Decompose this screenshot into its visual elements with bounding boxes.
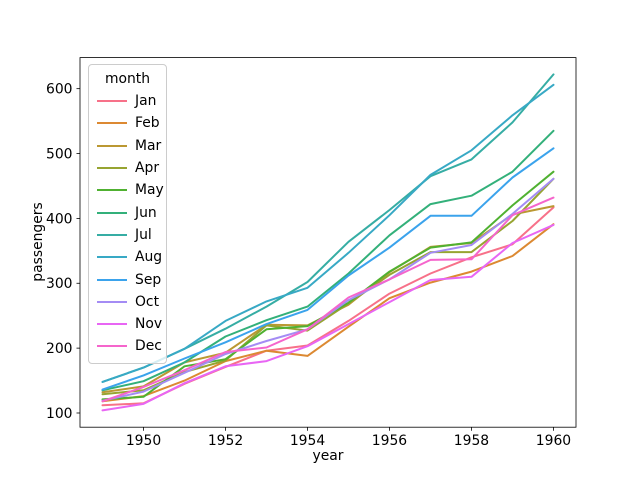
series-line-aug: [101, 83, 555, 383]
series-line-dec: [101, 196, 555, 403]
legend-item-feb: Feb: [89, 112, 166, 134]
legend-swatch-apr: [97, 167, 127, 170]
legend-item-aug: Aug: [89, 246, 166, 268]
legend-swatch-dec: [97, 345, 127, 348]
x-tick-label: 1952: [208, 433, 243, 449]
x-tick-label: 1950: [126, 433, 161, 449]
legend-label-oct: Oct: [135, 293, 160, 310]
legend-item-may: May: [89, 179, 166, 201]
x-tick-label: 1954: [290, 433, 326, 449]
legend-item-jan: Jan: [89, 90, 166, 112]
x-tick-label: 1956: [372, 433, 407, 449]
legend-swatch-mar: [97, 144, 127, 147]
series-line-nov: [101, 223, 555, 412]
legend-label-jul: Jul: [135, 226, 152, 243]
legend-swatch-aug: [97, 256, 127, 259]
axes-frame: [79, 57, 577, 428]
legend-swatch-nov: [97, 323, 127, 326]
y-axis-label: passengers: [30, 202, 46, 282]
legend-item-dec: Dec: [89, 335, 166, 357]
y-tick-label: 300: [46, 276, 73, 292]
y-tick-label: 400: [46, 211, 73, 227]
series-line-feb: [101, 223, 555, 403]
legend-title: month: [104, 71, 151, 87]
series-line-apr: [101, 177, 555, 396]
legend-swatch-jan: [97, 100, 127, 103]
legend-swatch-may: [97, 189, 127, 192]
y-tick-label: 100: [46, 406, 73, 422]
legend: month Jan Feb Mar Apr May Jun Jul Aug Sep Oct Nov D…: [88, 64, 167, 364]
legend-item-nov: Nov: [89, 313, 166, 335]
x-axis-label: year: [312, 448, 344, 464]
legend-label-nov: Nov: [135, 316, 163, 333]
series-line-sep: [101, 147, 555, 391]
legend-item-sep: Sep: [89, 268, 166, 290]
legend-item-oct: Oct: [89, 291, 166, 313]
legend-item-jul: Jul: [89, 224, 166, 246]
legend-item-jun: Jun: [89, 201, 166, 223]
legend-label-aug: Aug: [135, 249, 163, 266]
series-line-oct: [101, 177, 555, 402]
legend-item-apr: Apr: [89, 157, 166, 179]
legend-label-feb: Feb: [135, 115, 160, 132]
legend-swatch-feb: [97, 122, 127, 125]
legend-label-dec: Dec: [135, 338, 162, 355]
legend-label-apr: Apr: [135, 160, 160, 177]
legend-rows: Jan Feb Mar Apr May Jun Jul Aug Sep Oct Nov Dec: [89, 90, 166, 358]
legend-swatch-jul: [97, 233, 127, 236]
legend-item-mar: Mar: [89, 135, 166, 157]
legend-label-mar: Mar: [135, 137, 162, 154]
legend-swatch-jun: [97, 211, 127, 214]
series-line-jun: [101, 129, 555, 392]
legend-swatch-oct: [97, 300, 127, 303]
x-tick-label: 1960: [536, 433, 571, 449]
y-tick-label: 500: [46, 146, 73, 162]
legend-label-jan: Jan: [135, 93, 157, 110]
y-tick-label: 600: [46, 82, 73, 98]
legend-label-sep: Sep: [135, 271, 162, 288]
x-tick-label: 1958: [454, 433, 489, 449]
legend-label-may: May: [135, 182, 164, 199]
legend-swatch-sep: [97, 278, 127, 281]
y-tick-label: 200: [46, 341, 73, 357]
legend-label-jun: Jun: [135, 204, 157, 221]
